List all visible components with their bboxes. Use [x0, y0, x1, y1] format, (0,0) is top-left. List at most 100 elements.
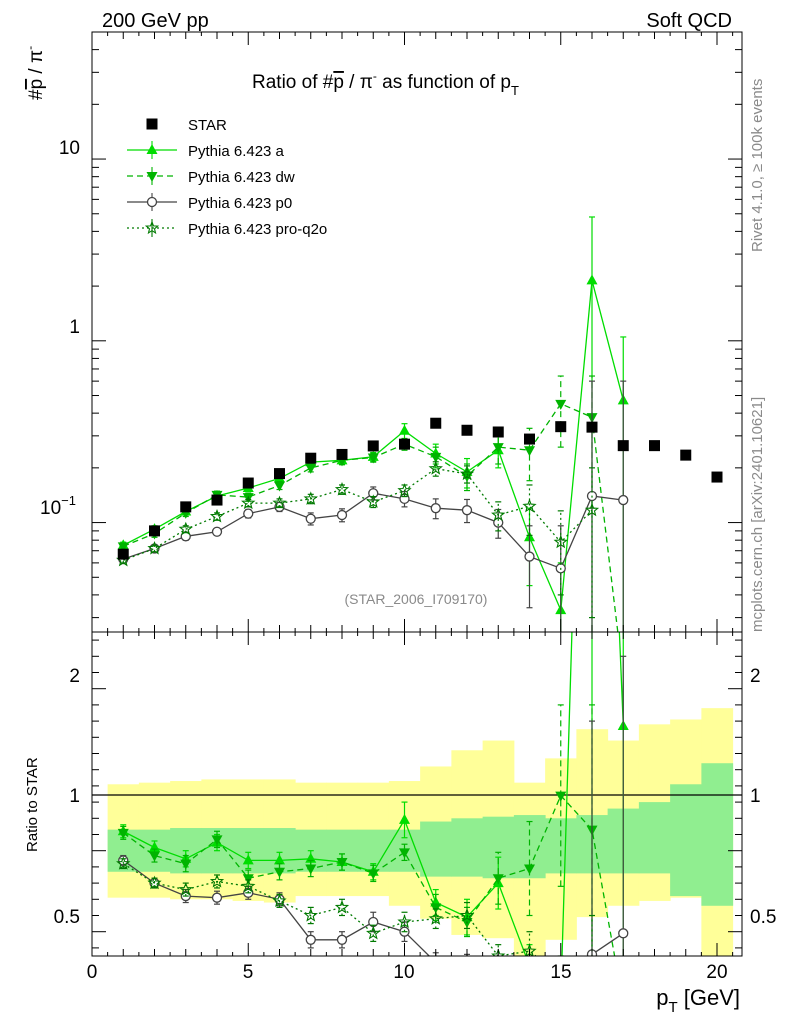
- ylabel-sup: -: [23, 46, 37, 50]
- main-point-pythia_p0-7: [305, 513, 316, 524]
- ratio-point-pythia_dw-10: [399, 848, 410, 859]
- ratio-point-pythia_dw-17: [618, 1001, 629, 1011]
- ratio-point-pythia_q2o-8: [334, 899, 350, 914]
- ratio-ytick-1-right: 1: [750, 786, 761, 807]
- legend-marker-pythia_dw: [146, 172, 158, 182]
- legend-label-star: STAR: [188, 117, 227, 134]
- ratio-point-pythia_q2o-4: [209, 873, 225, 888]
- ratio-point-pythia_q2o-5: [241, 878, 256, 893]
- ratio-point-pythia_p0-14: [525, 974, 534, 983]
- xtick-label-15: 15: [550, 962, 571, 983]
- main-panel: Ratio of #p / π- as function of pT #p / …: [23, 31, 743, 633]
- ratio-series-pythia_q2o: [116, 856, 595, 956]
- legend-label-pythia_dw: Pythia 6.423 dw: [188, 169, 295, 186]
- ratio-point-pythia_q2o-3: [178, 882, 193, 896]
- main-point-pythia_dw-14: [524, 446, 535, 457]
- main-point-pythia_q2o-6: [272, 495, 287, 510]
- ratio-point-pythia_dw-2: [149, 851, 160, 862]
- main-point-star-15: [555, 421, 567, 433]
- ratio-point-pythia_dw-4: [211, 835, 223, 846]
- ytick-label-0.1: 10−1: [40, 493, 76, 519]
- rivet-label: Rivet 4.1.0, ≥ 100k events: [749, 79, 766, 252]
- ratio-point-pythia_q2o-9: [366, 925, 381, 940]
- ratio-point-pythia_q2o-7: [303, 908, 318, 922]
- legend-label-pythia_p0: Pythia 6.423 p0: [188, 195, 292, 212]
- main-point-pythia_dw-11: [430, 452, 442, 463]
- main-point-star-6: [274, 468, 285, 480]
- ratio-ytick-2-right: 2: [750, 666, 761, 687]
- ylabel-main: #: [26, 89, 47, 100]
- xtick-label-10: 10: [393, 962, 414, 983]
- main-point-pythia_q2o-13: [491, 507, 506, 522]
- main-point-pythia_dw-1: [117, 542, 129, 553]
- ratio-point-pythia_dw-6: [274, 867, 285, 878]
- ratio-point-pythia_dw-7: [305, 864, 317, 875]
- main-point-star-4: [211, 494, 223, 506]
- legend-label-pythia_a: Pythia 6.423 a: [188, 143, 285, 160]
- ratio-series-pythia_p0: [118, 655, 629, 993]
- ratio-point-pythia_a-15: [555, 991, 566, 1001]
- ratio-point-pythia_p0-1: [118, 855, 129, 866]
- main-point-pythia_q2o-5: [241, 495, 256, 510]
- main-point-pythia_q2o-3: [178, 521, 193, 536]
- ratio-point-pythia_p0-17: [618, 928, 629, 939]
- legend-marker-pythia_q2o: [144, 220, 160, 235]
- ratio-point-pythia_q2o-10: [397, 914, 412, 928]
- main-point-pythia_q2o-10: [397, 483, 412, 497]
- main-point-pythia_p0-11: [430, 503, 441, 514]
- ratio-point-pythia_q2o-12: [459, 907, 475, 922]
- main-point-star-10: [399, 438, 410, 450]
- main-point-star-17: [617, 440, 629, 452]
- main-point-star-19: [680, 449, 692, 461]
- legend-marker-pythia_p0: [146, 196, 158, 208]
- mcplots-label: mcplots.cern.ch [arXiv:2401.10621]: [749, 397, 766, 632]
- xlabel: pT [GeV]: [656, 985, 740, 1016]
- ytick-label-10: 10: [59, 138, 80, 159]
- ratio-panel: Ratio to STAR 0.5 1 2 0.5 1 2 0 5 10 15 …: [24, 631, 776, 1016]
- main-point-star-7: [305, 452, 317, 464]
- main-point-pythia_dw-6: [274, 481, 285, 492]
- legend-marker-pythia_a: [146, 144, 158, 154]
- legend: STAR Pythia 6.423 a Pythia 6.423 dw Pythia …: [127, 117, 327, 238]
- ratio-point-pythia_a-14: [524, 960, 535, 970]
- band-green-10: [420, 821, 452, 877]
- main-line-pythia_q2o: [123, 467, 593, 561]
- main-point-star-20: [711, 471, 723, 483]
- ratio-point-pythia_p0-11: [431, 958, 440, 967]
- ratio-point-pythia_p0-7: [305, 934, 316, 945]
- ratio-point-pythia_a-10: [399, 813, 410, 824]
- header-left-label: 200 GeV pp: [102, 10, 209, 32]
- ratio-frame: [91, 631, 743, 957]
- main-series-pythia_q2o: [116, 461, 600, 619]
- ratio-point-pythia_q2o-11: [428, 911, 443, 925]
- main-series-star: [117, 417, 723, 560]
- ratio-point-pythia_a-5: [242, 854, 254, 865]
- ratio-point-pythia_a-6: [274, 854, 285, 865]
- main-point-pythia_q2o-7: [303, 491, 318, 505]
- main-point-pythia_dw-15: [555, 399, 567, 410]
- ratio-point-pythia_dw-9: [367, 869, 379, 880]
- title-pbar: p: [333, 72, 344, 93]
- main-point-pythia_p0-14: [524, 551, 535, 562]
- band-green-17: [638, 802, 671, 874]
- main-point-pythia_q2o-8: [334, 481, 350, 496]
- ratio-point-pythia_q2o-6: [272, 893, 287, 908]
- main-point-pythia_dw-9: [367, 453, 379, 464]
- main-point-star-1: [117, 548, 129, 560]
- main-point-star-5: [242, 477, 254, 489]
- main-point-pythia_a-10: [399, 424, 410, 435]
- ratio-ylabel: Ratio to STAR: [24, 757, 41, 852]
- ylabel-pbar: p: [26, 79, 47, 90]
- main-point-star-13: [492, 426, 504, 438]
- ytick-label-1: 1: [69, 317, 80, 338]
- legend-marker-star: [146, 118, 158, 130]
- analysis-tag: (STAR_2006_I709170): [345, 591, 488, 607]
- legend-label-pythia_q2o: Pythia 6.423 pro-q2o: [188, 221, 327, 238]
- ratio-point-pythia_p0-8: [336, 934, 348, 945]
- ratio-point-pythia_q2o-2: [147, 875, 162, 890]
- main-point-pythia_q2o-9: [366, 494, 381, 508]
- title-sub: T: [511, 83, 519, 98]
- ratio-point-pythia_p0-15: [556, 984, 565, 993]
- main-point-pythia_p0-9: [368, 488, 379, 499]
